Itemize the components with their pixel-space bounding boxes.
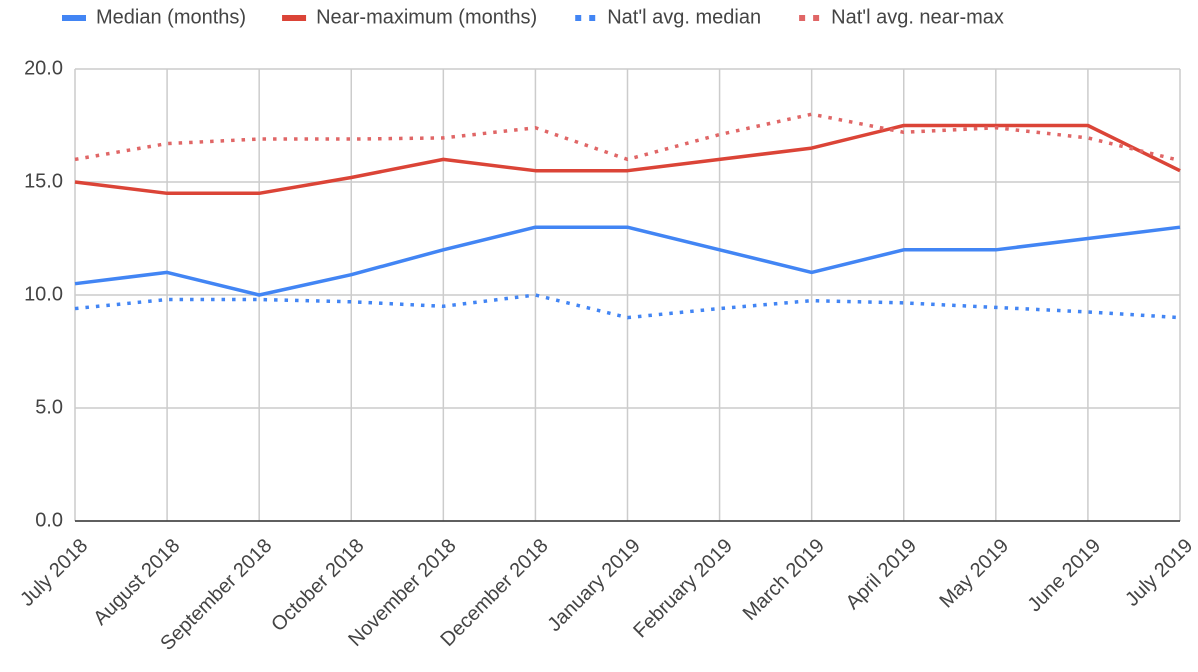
- y-tick-label: 5.0: [35, 396, 63, 418]
- x-tick-label: October 2018: [267, 535, 368, 636]
- series-line: [74, 112, 1181, 163]
- y-tick-label: 10.0: [24, 283, 63, 305]
- x-tick-label: July 2019: [1121, 535, 1197, 611]
- x-tick-label: May 2019: [935, 535, 1013, 613]
- legend-swatch: [799, 15, 806, 21]
- legend-label: Nat'l avg. near-max: [831, 6, 1004, 28]
- legend-label: Median (months): [96, 6, 246, 28]
- x-tick-label: July 2018: [16, 535, 92, 611]
- legend-swatch: [589, 15, 596, 21]
- y-tick-label: 20.0: [24, 57, 63, 79]
- legend-item: Near-maximum (months): [282, 6, 537, 28]
- legend-label: Nat'l avg. median: [607, 6, 761, 28]
- legend-swatch: [282, 15, 307, 21]
- x-tick-label: February 2019: [629, 535, 737, 643]
- legend-swatch: [813, 15, 820, 21]
- x-tick-label: March 2019: [739, 535, 829, 625]
- legend-item: Nat'l avg. median: [575, 6, 761, 28]
- x-tick-label: June 2019: [1024, 535, 1106, 617]
- series-line: [74, 293, 1181, 320]
- legend-swatch: [575, 15, 582, 21]
- x-tick-label: August 2018: [89, 535, 184, 630]
- series-line: [74, 123, 1181, 196]
- series-line: [74, 225, 1181, 297]
- legend-item: Nat'l avg. near-max: [799, 6, 1004, 28]
- x-tick-label: April 2019: [842, 535, 921, 614]
- x-tick-label: January 2019: [544, 535, 645, 636]
- legend-item: Median (months): [62, 6, 246, 28]
- y-tick-label: 0.0: [35, 509, 63, 531]
- legend-label: Near-maximum (months): [316, 6, 537, 28]
- legend-swatch: [62, 15, 86, 21]
- y-tick-label: 15.0: [24, 170, 63, 192]
